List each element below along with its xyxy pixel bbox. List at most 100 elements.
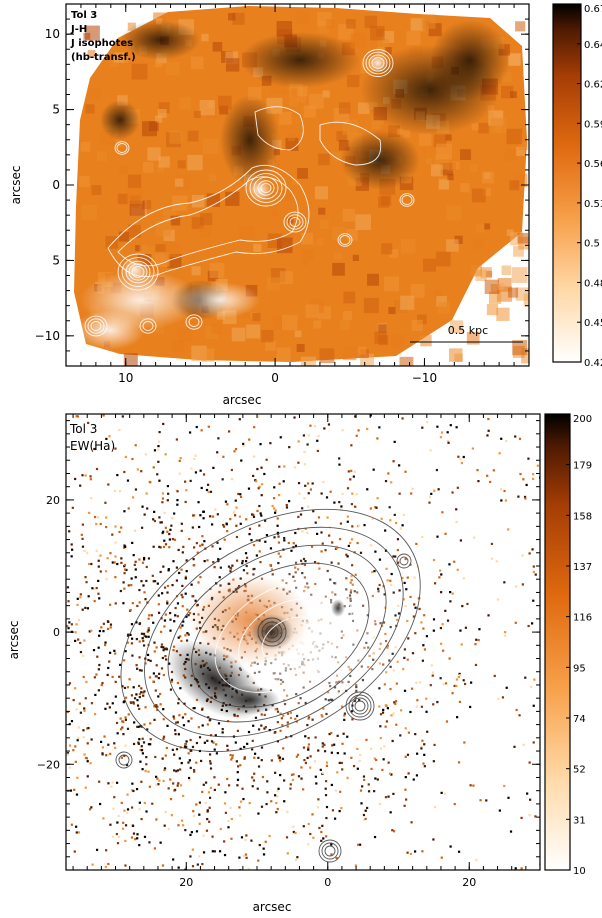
noise-pixel — [388, 772, 392, 775]
noise-pixel — [263, 472, 266, 476]
noise-pixel — [370, 767, 373, 771]
noise-pixel — [257, 487, 260, 490]
color-pixel — [521, 348, 529, 364]
noise-pixel — [456, 486, 459, 489]
bottom-label-1: EW(Ha) — [70, 439, 115, 453]
top-ylabel: arcsec — [9, 166, 23, 205]
colorbar-tick-label: 137 — [573, 562, 592, 573]
noise-pixel — [302, 825, 305, 828]
noise-pixel — [187, 752, 190, 755]
noise-pixel — [420, 745, 423, 748]
noise-pixel — [345, 553, 348, 556]
noise-pixel — [199, 514, 202, 517]
noise-pixel — [132, 742, 136, 746]
dark-red-region — [430, 20, 510, 100]
noise-pixel — [133, 563, 136, 566]
noise-pixel — [292, 830, 295, 834]
noise-pixel — [421, 850, 424, 853]
noise-pixel — [244, 853, 248, 856]
noise-pixel — [437, 488, 440, 491]
noise-pixel — [524, 676, 527, 679]
noise-pixel — [135, 664, 138, 667]
top-colorbar-ticks: 0.670.640.620.590.560.530.50.480.450.42 — [577, 3, 602, 369]
color-pixel — [476, 224, 485, 233]
noise-pixel — [159, 570, 162, 574]
noise-pixel — [79, 593, 82, 596]
noise-pixel — [147, 743, 151, 746]
noise-pixel — [528, 798, 532, 801]
noise-pixel — [97, 579, 100, 583]
noise-pixel — [260, 805, 264, 808]
noise-pixel — [89, 762, 92, 765]
noise-pixel — [158, 672, 161, 675]
noise-pixel — [106, 702, 109, 705]
noise-pixel — [113, 796, 116, 799]
noise-pixel — [375, 506, 378, 509]
noise-pixel — [363, 523, 366, 527]
color-pixel — [513, 246, 524, 257]
noise-pixel — [213, 748, 216, 751]
noise-pixel — [222, 525, 226, 528]
noise-pixel — [464, 626, 468, 629]
noise-pixel — [309, 766, 312, 769]
color-pixel — [319, 219, 329, 229]
noise-pixel — [141, 737, 144, 740]
noise-pixel — [176, 490, 179, 493]
noise-pixel — [138, 808, 141, 811]
noise-pixel — [74, 477, 77, 481]
noise-pixel — [402, 513, 405, 516]
noise-pixel — [338, 761, 341, 764]
noise-pixel — [144, 662, 147, 665]
noise-pixel — [184, 480, 187, 483]
color-pixel — [350, 33, 366, 49]
noise-pixel — [530, 622, 534, 625]
noise-pixel — [138, 669, 142, 672]
noise-pixel — [458, 674, 462, 677]
noise-pixel — [197, 501, 200, 504]
noise-pixel — [369, 414, 372, 417]
noise-pixel — [275, 801, 278, 805]
noise-pixel — [67, 600, 70, 603]
noise-pixel — [266, 780, 269, 783]
noise-pixel — [528, 552, 531, 555]
noise-pixel — [252, 544, 256, 547]
noise-pixel — [206, 559, 209, 562]
noise-pixel — [124, 718, 127, 721]
noise-pixel — [425, 635, 429, 638]
noise-pixel — [169, 629, 172, 632]
noise-pixel — [403, 581, 406, 585]
noise-pixel — [81, 608, 84, 611]
noise-pixel — [131, 457, 134, 461]
color-pixel — [374, 331, 387, 344]
noise-pixel — [319, 768, 322, 771]
color-pixel — [486, 303, 499, 316]
noise-pixel — [524, 497, 527, 500]
noise-pixel — [374, 550, 377, 553]
noise-pixel — [226, 777, 229, 781]
noise-pixel — [164, 754, 167, 757]
noise-pixel — [493, 674, 496, 678]
noise-pixel — [339, 537, 342, 541]
noise-pixel — [474, 663, 478, 667]
noise-pixel — [201, 862, 204, 866]
noise-pixel — [196, 863, 199, 866]
noise-pixel — [238, 515, 241, 518]
noise-pixel — [202, 510, 205, 513]
noise-pixel — [367, 783, 370, 786]
noise-pixel — [158, 779, 161, 782]
color-pixel — [135, 244, 142, 252]
noise-pixel — [315, 782, 318, 785]
noise-pixel — [130, 806, 134, 809]
noise-pixel — [268, 834, 271, 838]
noise-pixel — [97, 592, 100, 595]
noise-pixel — [95, 673, 98, 676]
noise-pixel — [281, 757, 285, 761]
noise-pixel — [169, 618, 172, 621]
noise-pixel — [274, 511, 277, 514]
noise-pixel — [185, 489, 188, 492]
noise-pixel — [126, 686, 129, 689]
noise-pixel — [68, 682, 72, 685]
noise-pixel — [91, 863, 94, 866]
noise-pixel — [338, 457, 341, 460]
noise-pixel — [432, 629, 435, 632]
